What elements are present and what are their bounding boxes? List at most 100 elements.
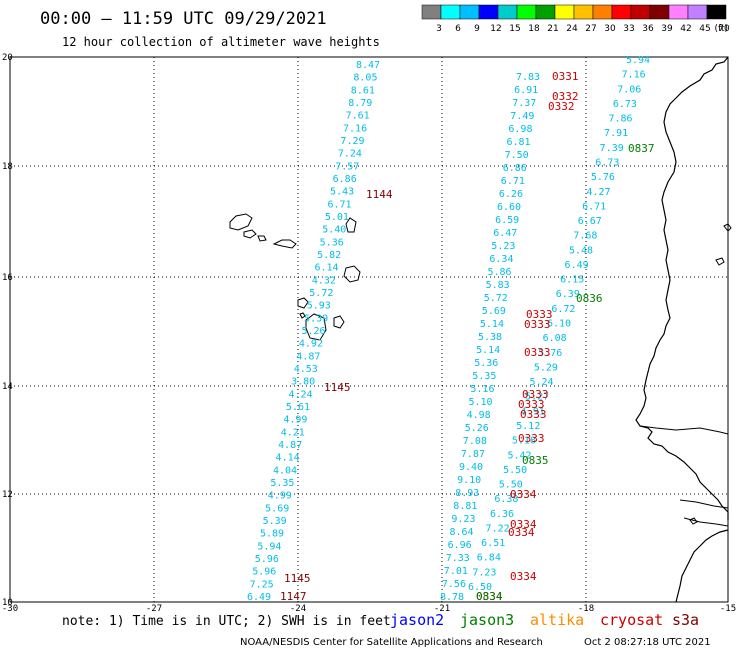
wave-height-value: 6.71 bbox=[582, 201, 606, 212]
wave-height-value: 7.91 bbox=[604, 128, 628, 139]
wave-height-value: 6.36 bbox=[490, 509, 514, 520]
scale-label: 24 bbox=[566, 24, 578, 34]
island-bijagos-b bbox=[715, 257, 725, 266]
pass-time-label: 0333 bbox=[524, 318, 551, 331]
wave-height-value: 5.24 bbox=[529, 377, 553, 388]
scale-unit: (ft) bbox=[714, 24, 728, 34]
wave-height-value: 4.32 bbox=[312, 275, 336, 286]
wave-height-value: 5.69 bbox=[265, 503, 289, 514]
pass-time-label: 0837 bbox=[628, 142, 655, 155]
wave-height-value: 6.73 bbox=[613, 99, 637, 110]
wave-height-value: 7.16 bbox=[343, 123, 367, 134]
footer-note: note: 1) Time is in UTC; 2) SWH is in fe… bbox=[62, 614, 391, 629]
scale-swatch bbox=[706, 4, 727, 20]
wave-height-value: 5.76 bbox=[538, 348, 562, 359]
pass-time-label: 0334 bbox=[476, 590, 503, 603]
pass-time-label: 0334 bbox=[510, 488, 537, 501]
wave-height-value: 8.78 bbox=[440, 592, 464, 603]
pass-time-label: 0834 bbox=[476, 590, 503, 603]
wave-height-value: 7.57 bbox=[335, 161, 359, 172]
latitude-label: 10 bbox=[2, 598, 13, 608]
wave-height-value: 4.53 bbox=[294, 364, 318, 375]
wave-height-value: 5.43 bbox=[330, 187, 354, 198]
wave-height-value: 8.93 bbox=[455, 488, 479, 499]
scale-label: 30 bbox=[604, 24, 616, 34]
wave-height-value: 7.25 bbox=[250, 579, 274, 590]
island-brava bbox=[299, 312, 306, 319]
wave-height-value: 7.22 bbox=[486, 523, 510, 534]
wave-height-value: 4.27 bbox=[587, 187, 611, 198]
wave-height-value: 5.36 bbox=[474, 358, 498, 369]
wave-height-value: 5.10 bbox=[469, 397, 493, 408]
wave-height-value: 7.23 bbox=[472, 567, 496, 578]
scale-label: 6 bbox=[455, 24, 461, 34]
scale-swatch bbox=[592, 4, 613, 20]
map-subtitle: 12 hour collection of altimeter wave hei… bbox=[62, 35, 380, 49]
wave-height-value: 4.24 bbox=[289, 389, 313, 400]
wave-height-value: 6.08 bbox=[543, 333, 567, 344]
legend-jason3: jason3 bbox=[460, 611, 514, 629]
scale-label: 42 bbox=[680, 24, 691, 34]
wave-height-value: 6.50 bbox=[468, 582, 492, 593]
wave-height-value: 4.99 bbox=[283, 415, 307, 426]
wave-height-value: 3.80 bbox=[291, 377, 315, 388]
wave-height-value: 4.04 bbox=[273, 465, 297, 476]
scale-swatch bbox=[668, 4, 689, 20]
wave-height-value: 6.71 bbox=[327, 199, 351, 210]
scale-label: 39 bbox=[661, 24, 673, 34]
scale-label: 12 bbox=[490, 24, 501, 34]
pass-time-label: 0333 bbox=[520, 408, 547, 421]
longitude-label: -18 bbox=[578, 604, 594, 614]
wave-height-value: 9.40 bbox=[459, 462, 483, 473]
plot-frame bbox=[9, 56, 729, 603]
wave-height-value: 6.72 bbox=[551, 304, 575, 315]
wave-height-value: 5.96 bbox=[252, 567, 276, 578]
wave-height-value: 6.47 bbox=[493, 228, 517, 239]
scale-label: 33 bbox=[623, 24, 634, 34]
scale-label: 15 bbox=[509, 24, 520, 34]
wave-height-value: 8.47 bbox=[356, 60, 380, 71]
wave-height-value: 5.50 bbox=[499, 480, 523, 491]
wave-height-value: 5.42 bbox=[508, 450, 532, 461]
island-boa-vista bbox=[343, 265, 361, 283]
pass-time-label: 0835 bbox=[522, 454, 549, 467]
wave-height-value: 7.61 bbox=[346, 111, 370, 122]
pass-time-label: 1144 bbox=[366, 188, 393, 201]
pass-time-label: 0332 bbox=[552, 90, 579, 103]
wave-height-value: 5.23 bbox=[491, 241, 515, 252]
wave-height-value: 7.56 bbox=[442, 579, 466, 590]
legend-altika: altika bbox=[530, 611, 584, 629]
pass-time-label: 0836 bbox=[576, 292, 603, 305]
wave-height-value: 7.24 bbox=[338, 149, 362, 160]
pass-time-labels: 1144114511451147033103320332033303330333… bbox=[280, 70, 655, 603]
scale-swatch bbox=[497, 4, 518, 20]
wave-height-value: 6.96 bbox=[448, 540, 472, 551]
pass-time-label: 1145 bbox=[324, 381, 351, 394]
wave-height-value: 5.38 bbox=[478, 332, 502, 343]
pass-time-label: 0334 bbox=[508, 526, 535, 539]
wave-height-value: 5.82 bbox=[317, 250, 341, 261]
legend-cryosat: cryosat bbox=[600, 611, 663, 629]
casamance-coast bbox=[679, 499, 729, 527]
wave-height-value: 7.16 bbox=[622, 70, 646, 81]
latitude-label: 12 bbox=[2, 490, 13, 500]
wave-height-value: 8.81 bbox=[453, 501, 477, 512]
pass-time-label: 0334 bbox=[510, 570, 537, 583]
wave-height-value: 7.29 bbox=[340, 136, 364, 147]
scale-swatch bbox=[535, 4, 556, 20]
wave-height-value: 6.59 bbox=[495, 215, 519, 226]
pass-time-label: 0332 bbox=[548, 100, 575, 113]
wave-height-value: 5.69 bbox=[482, 306, 506, 317]
island-fogo bbox=[297, 297, 309, 309]
wave-height-value: 6.49 bbox=[565, 260, 589, 271]
wave-height-value: 5.39 bbox=[263, 516, 287, 527]
wave-height-value: 7.87 bbox=[461, 449, 485, 460]
scale-label: 18 bbox=[528, 24, 540, 34]
wave-height-value: 5.96 bbox=[255, 554, 279, 565]
wave-height-value: 7.08 bbox=[463, 436, 487, 447]
wave-height-value: 5.61 bbox=[286, 402, 310, 413]
latitude-label: 16 bbox=[2, 273, 13, 283]
island-bijagos-c bbox=[689, 517, 698, 525]
wave-height-value: 6.38 bbox=[494, 494, 518, 505]
